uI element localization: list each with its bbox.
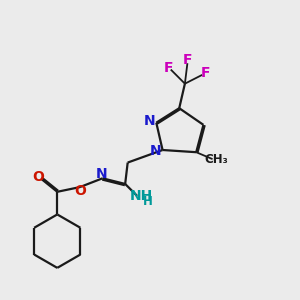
Text: N: N	[150, 144, 161, 158]
Text: N: N	[144, 114, 155, 128]
Text: CH₃: CH₃	[204, 153, 228, 166]
Text: H: H	[143, 195, 153, 208]
Text: N: N	[96, 167, 108, 181]
Text: F: F	[164, 61, 173, 75]
Text: O: O	[75, 184, 86, 198]
Text: NH: NH	[129, 189, 152, 203]
Text: F: F	[201, 66, 210, 80]
Text: F: F	[183, 53, 192, 68]
Text: O: O	[32, 170, 44, 184]
